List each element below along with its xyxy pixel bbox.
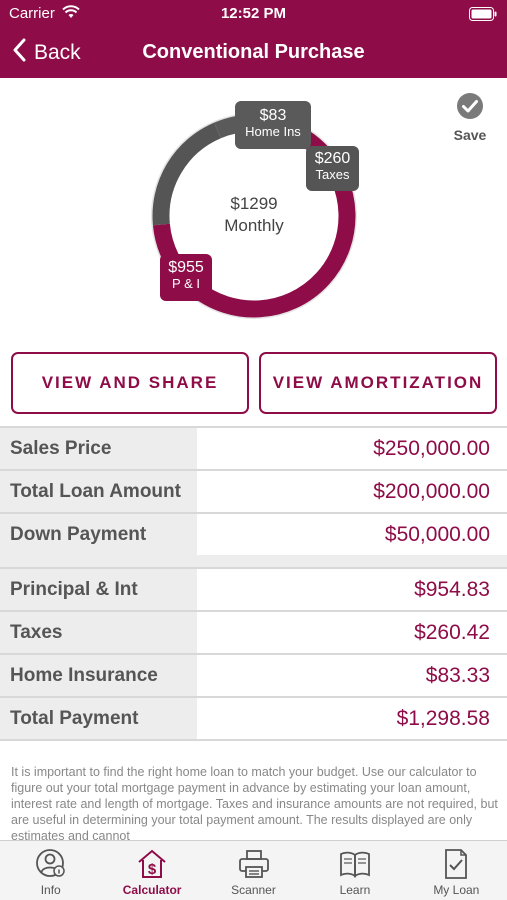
chart-center-total: $1299 Monthly bbox=[204, 194, 304, 236]
battery-icon bbox=[469, 7, 497, 26]
row-value: $1,298.58 bbox=[197, 698, 507, 739]
tab-info[interactable]: Info bbox=[0, 841, 101, 900]
row-value: $260.42 bbox=[197, 612, 507, 653]
table-row: Down Payment $50,000.00 bbox=[0, 514, 507, 557]
back-label: Back bbox=[34, 41, 81, 64]
monthly-amount: $1299 bbox=[230, 194, 278, 213]
row-label: Down Payment bbox=[0, 514, 197, 555]
save-button[interactable]: Save bbox=[449, 92, 491, 143]
table-row: Home Insurance $83.33 bbox=[0, 655, 507, 698]
tab-my-loan[interactable]: My Loan bbox=[406, 841, 507, 900]
tab-label: Calculator bbox=[122, 883, 182, 897]
page-title: Conventional Purchase bbox=[142, 41, 365, 63]
printer-icon bbox=[203, 847, 304, 881]
back-button[interactable]: Back bbox=[12, 38, 81, 68]
open-book-icon bbox=[304, 847, 405, 881]
view-and-share-button[interactable]: VIEW AND SHARE bbox=[11, 352, 249, 414]
row-value: $250,000.00 bbox=[197, 428, 507, 469]
tab-label: Scanner bbox=[231, 883, 276, 897]
disclaimer-text: It is important to find the right home l… bbox=[11, 765, 498, 840]
row-value: $954.83 bbox=[197, 569, 507, 610]
home-ins-label: Home Ins bbox=[245, 124, 301, 140]
row-label: Total Payment bbox=[0, 698, 197, 739]
save-label: Save bbox=[453, 127, 487, 143]
row-value: $50,000.00 bbox=[197, 514, 507, 555]
chevron-left-icon bbox=[12, 38, 26, 68]
taxes-tag: $260 Taxes bbox=[306, 146, 359, 191]
home-ins-amount: $83 bbox=[259, 107, 287, 124]
table-row: Principal & Int $954.83 bbox=[0, 569, 507, 612]
navigation-bar: Back Conventional Purchase bbox=[0, 28, 507, 78]
view-amortization-button[interactable]: VIEW AMORTIZATION bbox=[259, 352, 497, 414]
taxes-amount: $260 bbox=[314, 150, 351, 167]
payment-breakdown-table: Principal & Int $954.83 Taxes $260.42 Ho… bbox=[0, 567, 507, 741]
checkmark-circle-icon bbox=[456, 93, 484, 124]
status-bar: Carrier 12:52 PM bbox=[0, 0, 507, 28]
info-person-icon bbox=[0, 847, 101, 881]
table-row: Taxes $260.42 bbox=[0, 612, 507, 655]
row-label: Principal & Int bbox=[0, 569, 197, 610]
status-time: 12:52 PM bbox=[220, 5, 287, 22]
pi-label: P & I bbox=[172, 276, 200, 292]
table-row: Total Loan Amount $200,000.00 bbox=[0, 471, 507, 514]
loan-summary-table: Sales Price $250,000.00 Total Loan Amoun… bbox=[0, 426, 507, 557]
row-value: $200,000.00 bbox=[197, 471, 507, 512]
tab-learn[interactable]: Learn bbox=[304, 841, 405, 900]
section-divider bbox=[0, 555, 507, 567]
carrier-label: Carrier bbox=[9, 5, 55, 22]
tab-bar: Info $ Calculator Scanner Learn My Loan bbox=[0, 840, 507, 900]
row-label: Home Insurance bbox=[0, 655, 197, 696]
principal-interest-tag: $955 P & I bbox=[160, 254, 212, 301]
tab-label: My Loan bbox=[433, 883, 480, 897]
taxes-label: Taxes bbox=[315, 167, 350, 183]
monthly-label: Monthly bbox=[224, 216, 284, 235]
row-label: Taxes bbox=[0, 612, 197, 653]
tab-label: Learn bbox=[339, 883, 371, 897]
tab-label: Info bbox=[40, 883, 61, 897]
tab-scanner[interactable]: Scanner bbox=[203, 841, 304, 900]
taxes-segment bbox=[152, 122, 222, 226]
row-value: $83.33 bbox=[197, 655, 507, 696]
dollar-house-icon: $ bbox=[101, 847, 202, 881]
table-row: Total Payment $1,298.58 bbox=[0, 698, 507, 741]
pi-amount: $955 bbox=[168, 259, 204, 276]
document-check-icon bbox=[406, 847, 507, 881]
svg-text:$: $ bbox=[148, 861, 157, 878]
home-ins-tag: $83 Home Ins bbox=[235, 101, 311, 149]
wifi-icon bbox=[62, 5, 80, 24]
table-row: Sales Price $250,000.00 bbox=[0, 428, 507, 471]
row-label: Total Loan Amount bbox=[0, 471, 197, 512]
tab-calculator[interactable]: $ Calculator bbox=[101, 841, 202, 900]
row-label: Sales Price bbox=[0, 428, 197, 469]
